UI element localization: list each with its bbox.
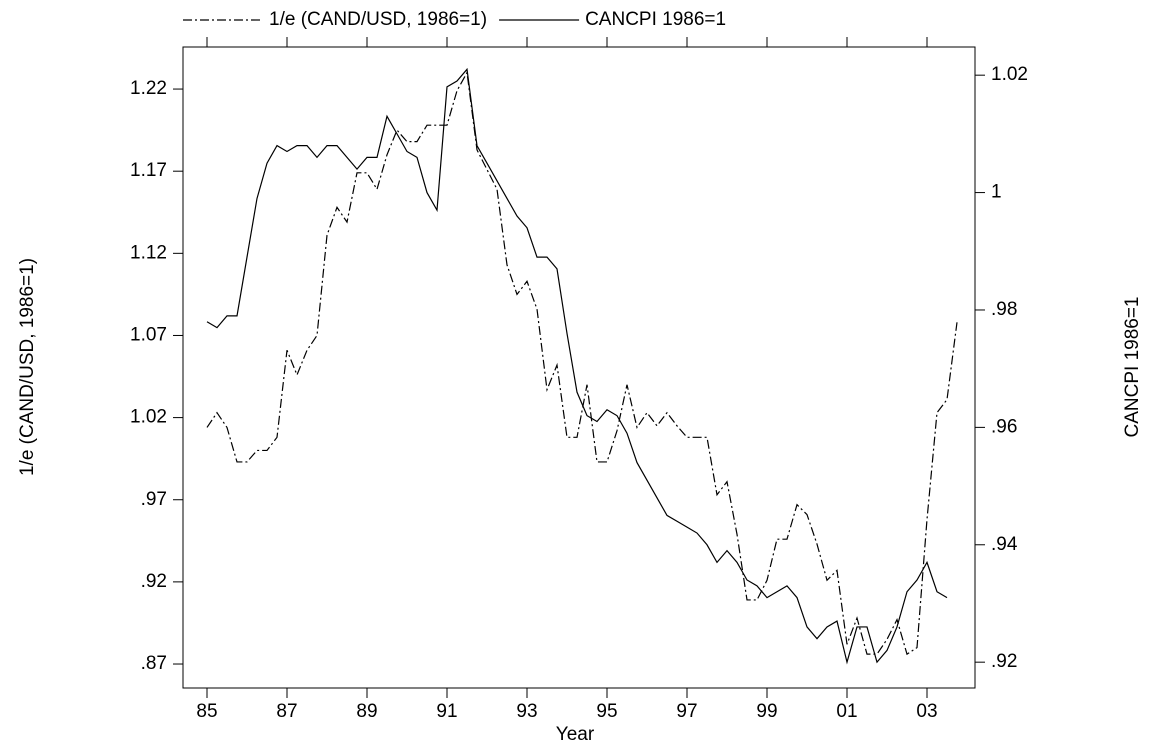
x-tick-label: 85 bbox=[196, 701, 217, 722]
y2-tick-label: 1 bbox=[991, 182, 1002, 203]
x-tick-label: 95 bbox=[596, 701, 617, 722]
plot-frame bbox=[182, 46, 976, 689]
x-tick-label: 03 bbox=[916, 701, 937, 722]
legend-label: CANCPI 1986=1 bbox=[585, 9, 726, 30]
x-tick-label: 99 bbox=[756, 701, 777, 722]
y-tick-label: .87 bbox=[141, 653, 167, 674]
data-line bbox=[206, 70, 958, 656]
legend-label: 1/e (CAND/USD, 1986=1) bbox=[269, 9, 487, 30]
y-tick-label: 1.12 bbox=[130, 242, 167, 263]
x-tick-label: 91 bbox=[436, 701, 457, 722]
data-line bbox=[206, 67, 948, 665]
x-tick-label: 93 bbox=[516, 701, 537, 722]
y-tick-label: .97 bbox=[141, 489, 167, 510]
x-tick-label: 97 bbox=[676, 701, 697, 722]
y-tick-label: .92 bbox=[141, 571, 167, 592]
y-tick-label: 1.02 bbox=[130, 407, 167, 428]
x-axis-title: Year bbox=[556, 724, 595, 745]
y2-tick-label: .94 bbox=[991, 534, 1018, 555]
y2-tick-label: 1.02 bbox=[991, 64, 1028, 85]
y2-axis-title: CANCPI 1986=1 bbox=[1122, 297, 1143, 438]
x-tick-label: 89 bbox=[356, 701, 377, 722]
y2-tick-label: .98 bbox=[991, 299, 1017, 320]
y-tick-label: 1.17 bbox=[130, 160, 167, 181]
y-tick-label: 1.22 bbox=[130, 78, 167, 99]
x-tick-label: 87 bbox=[276, 701, 297, 722]
y-tick-label: 1.07 bbox=[130, 324, 167, 345]
x-tick-label: 01 bbox=[836, 701, 857, 722]
y-axis-title: 1/e (CAND/USD, 1986=1) bbox=[17, 258, 38, 476]
y2-tick-label: .92 bbox=[991, 651, 1017, 672]
y2-tick-label: .96 bbox=[991, 416, 1017, 437]
